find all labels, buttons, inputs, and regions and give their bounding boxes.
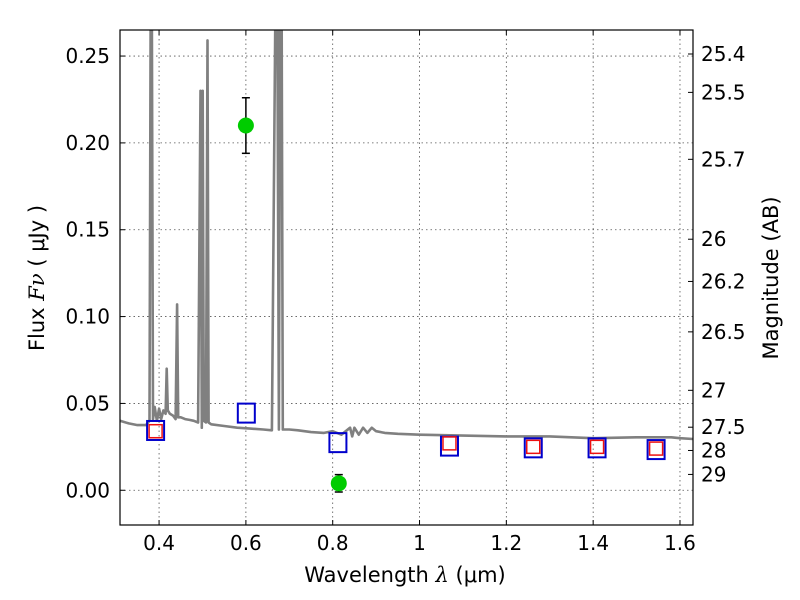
- x-axis-title: Wavelength λ (μm): [304, 563, 505, 587]
- y2-axis-title: Magnitude (AB): [759, 196, 783, 359]
- mag-tick-label: 29: [701, 462, 726, 486]
- model-mag-square-red: [526, 439, 541, 455]
- x-tick-label: 0.8: [317, 531, 349, 555]
- axes: 0.4 0.6 0.8 1 1.2 1.4 1.6 0.00 0.05 0.10 0.15 0.20 0…: [65, 30, 746, 555]
- model-mag-square-blue: [646, 439, 666, 461]
- mag-tick-label: 25.7: [701, 147, 746, 171]
- grid: [120, 30, 693, 525]
- mag-tick-label: 25.5: [701, 80, 746, 104]
- y-tick-label: 0.15: [65, 218, 110, 242]
- observed-point: [237, 117, 254, 134]
- x-tick-label: 1: [413, 531, 426, 555]
- model-mag-square-red: [442, 436, 457, 451]
- plot-frame: [119, 29, 694, 526]
- mag-tick-label: 26.2: [701, 269, 746, 293]
- mag-tick-label: 25.4: [701, 42, 746, 66]
- mag-tick-label: 27.5: [701, 415, 746, 439]
- y-tick-label: 0.05: [65, 391, 110, 415]
- y-tick-label: 0.25: [65, 44, 110, 68]
- model-mag-square-red: [648, 441, 664, 456]
- y-axis-title: Flux Fν ( μJy ): [25, 205, 49, 351]
- model-mag-square-red: [148, 423, 163, 439]
- x-tick-label: 1.2: [490, 531, 522, 555]
- x-tick-label: 0.4: [143, 531, 175, 555]
- mag-tick-label: 26.5: [701, 320, 746, 344]
- mag-tick-label: 28: [701, 438, 726, 462]
- model-mag-square-red: [589, 439, 605, 455]
- x-tick-label: 1.6: [664, 531, 696, 555]
- plot-area: [120, 30, 693, 493]
- mag-tick-label: 27: [701, 378, 726, 402]
- y-tick-label: 0.10: [65, 305, 110, 329]
- observed-point: [330, 475, 347, 492]
- x-tick-label: 1.4: [577, 531, 609, 555]
- x-tick-label: 0.6: [230, 531, 262, 555]
- y-tick-label: 0.00: [65, 478, 110, 502]
- model-mag-square-blue: [146, 419, 166, 441]
- model-mag-square-blue: [328, 432, 348, 454]
- model-mag-square-blue: [587, 437, 607, 459]
- y-tick-label: 0.20: [65, 131, 110, 155]
- model-mag-square-blue: [523, 437, 543, 459]
- model-sed-line: [120, 30, 693, 441]
- model-mag-square-blue: [236, 402, 256, 424]
- mag-tick-label: 26: [701, 227, 726, 251]
